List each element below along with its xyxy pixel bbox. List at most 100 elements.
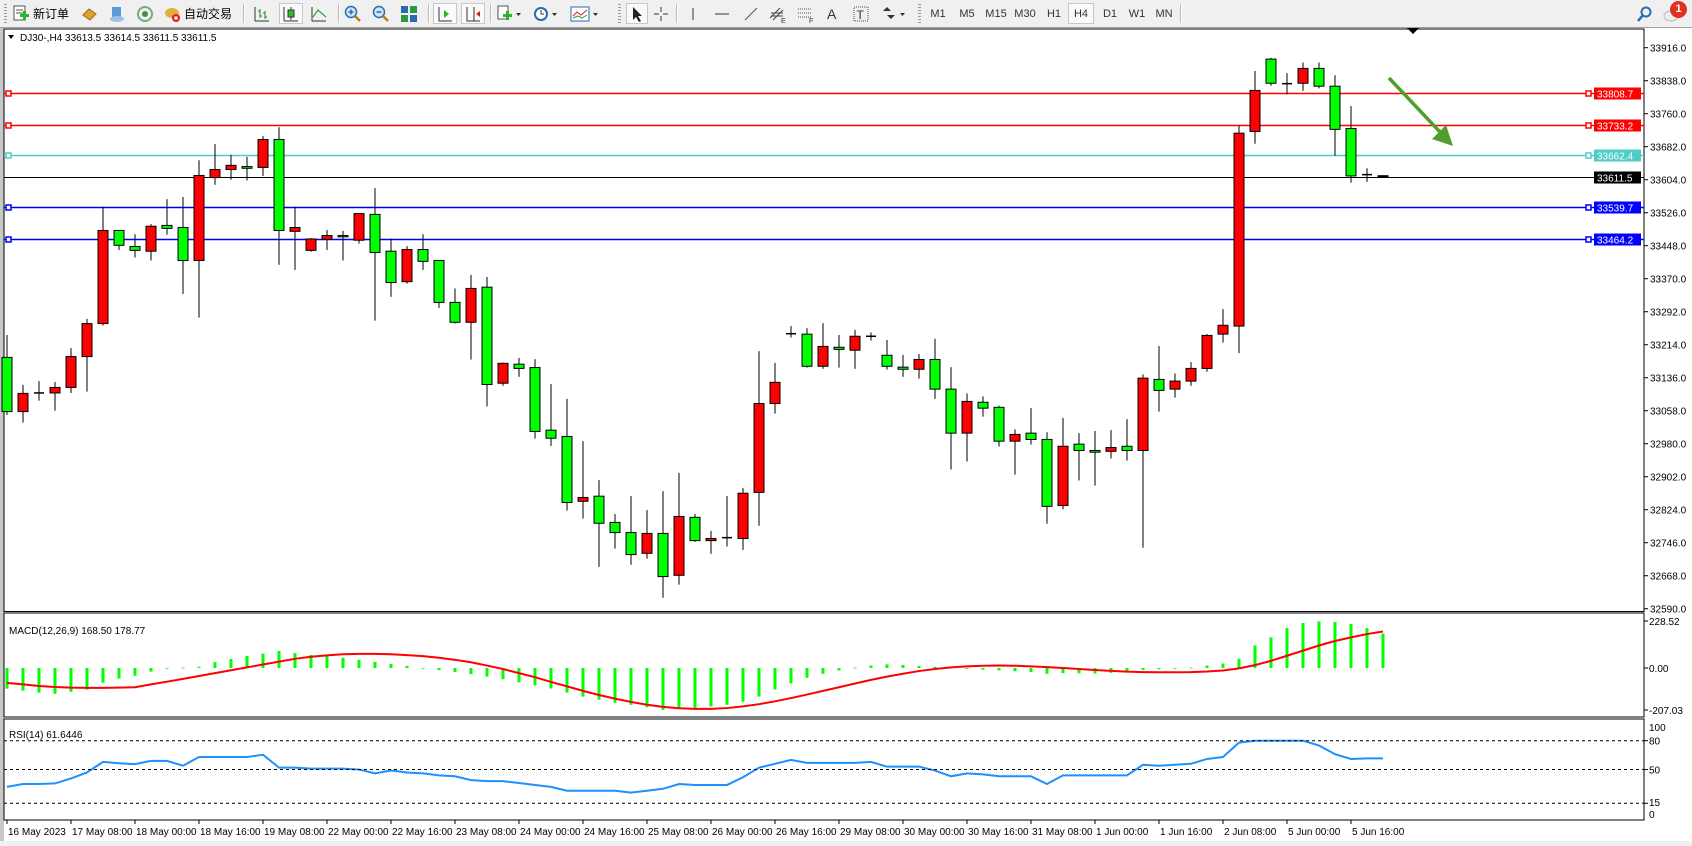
candle[interactable] [1377, 175, 1389, 178]
text-label-button[interactable]: T [852, 3, 870, 24]
candle[interactable] [305, 238, 317, 252]
candle[interactable] [81, 318, 93, 392]
candle[interactable] [625, 496, 637, 565]
candle[interactable] [1313, 62, 1325, 89]
candle[interactable] [65, 348, 77, 393]
auto-trading-button[interactable]: 自动交易 [163, 3, 232, 24]
new-chart-button[interactable] [496, 3, 522, 24]
equidistant-channel-button[interactable]: E [768, 3, 788, 24]
periods-button[interactable] [532, 3, 560, 24]
cursor-button[interactable] [626, 3, 648, 24]
candle[interactable] [1105, 430, 1117, 459]
navigator-button[interactable] [108, 3, 126, 24]
candle[interactable] [401, 246, 413, 284]
candle[interactable] [161, 199, 173, 235]
line-handle-right[interactable] [1585, 122, 1592, 129]
candle[interactable] [177, 197, 189, 294]
candle[interactable] [689, 513, 701, 542]
toolbar-grip[interactable] [918, 4, 921, 23]
candle[interactable] [1153, 345, 1165, 412]
crosshair-button[interactable] [652, 3, 670, 24]
candle[interactable] [529, 359, 541, 439]
candle[interactable] [945, 367, 957, 470]
chart-window[interactable]: 33916.0 33838.0 33760.0 33682.0 33604.0 33526… [0, 28, 1692, 841]
candle[interactable] [465, 274, 477, 360]
line-handle-left[interactable] [5, 122, 12, 129]
candle[interactable] [513, 357, 525, 377]
candle[interactable] [273, 127, 285, 265]
candle[interactable] [97, 206, 109, 326]
line-handle-left[interactable] [5, 204, 12, 211]
candle[interactable] [321, 230, 333, 250]
vertical-line-button[interactable] [687, 3, 699, 24]
candle[interactable] [913, 354, 925, 379]
chart-canvas[interactable]: 33916.0 33838.0 33760.0 33682.0 33604.0 33526… [0, 28, 1692, 841]
candle[interactable] [481, 277, 493, 407]
candle[interactable] [337, 230, 349, 261]
candle[interactable] [593, 480, 605, 567]
candle[interactable] [1362, 168, 1372, 182]
candle[interactable] [897, 354, 909, 377]
candle[interactable] [113, 229, 125, 250]
line-handle-left[interactable] [5, 90, 12, 97]
candle[interactable] [929, 338, 941, 399]
candle[interactable] [769, 362, 781, 414]
candle[interactable] [225, 154, 237, 180]
candle[interactable] [1041, 432, 1053, 524]
new-order-button[interactable]: 新订单 [12, 3, 69, 24]
indicators-button[interactable] [570, 3, 600, 24]
candle[interactable] [417, 234, 429, 270]
trendline-button[interactable] [742, 3, 760, 24]
candle[interactable] [209, 144, 221, 185]
candle[interactable] [545, 384, 557, 446]
timeframe-m15[interactable]: M15 [985, 7, 1007, 20]
candle[interactable] [1265, 57, 1277, 86]
candle[interactable] [1233, 125, 1245, 354]
candle[interactable] [737, 488, 749, 550]
search-button[interactable] [1636, 3, 1654, 24]
candlestick-button[interactable] [279, 3, 303, 24]
candle[interactable] [609, 513, 621, 549]
candle[interactable] [385, 238, 397, 297]
candle[interactable] [977, 396, 989, 417]
signals-button[interactable] [136, 3, 154, 24]
timeframe-h1[interactable]: H1 [1046, 7, 1062, 20]
candle[interactable] [849, 329, 861, 369]
candle[interactable] [786, 326, 796, 338]
zoom-in-button[interactable] [344, 3, 362, 24]
timeframe-m5[interactable]: M5 [959, 7, 975, 20]
candle[interactable] [1217, 309, 1229, 343]
candle[interactable] [1249, 70, 1261, 144]
candle[interactable] [1089, 431, 1101, 486]
candle[interactable] [1329, 75, 1341, 156]
chart-menu-triangle-icon[interactable] [8, 35, 14, 39]
candle[interactable] [129, 234, 141, 258]
candle[interactable] [17, 384, 29, 423]
candle[interactable] [1009, 429, 1021, 475]
candle[interactable] [722, 496, 732, 547]
line-handle-right[interactable] [1585, 236, 1592, 243]
arrow-annotation[interactable] [1387, 76, 1453, 146]
candle[interactable] [1121, 419, 1133, 461]
candle[interactable] [1025, 408, 1037, 445]
candle[interactable] [449, 288, 461, 324]
fibonacci-button[interactable]: F [796, 3, 816, 24]
timeframe-m30[interactable]: M30 [1014, 7, 1036, 20]
candle[interactable] [961, 393, 973, 462]
line-handle-right[interactable] [1585, 204, 1592, 211]
candle[interactable] [369, 188, 381, 321]
candle[interactable] [34, 381, 44, 401]
text-button[interactable]: A [826, 3, 840, 24]
line-handle-right[interactable] [1585, 90, 1592, 97]
candle[interactable] [1, 334, 13, 415]
timeframe-h4[interactable]: H4 [1068, 3, 1094, 24]
chart-shift-button[interactable] [433, 3, 457, 24]
candle[interactable] [817, 323, 829, 369]
candle[interactable] [49, 381, 61, 411]
candle[interactable] [577, 441, 589, 519]
candle[interactable] [673, 472, 685, 585]
chart-shift-marker[interactable] [1407, 28, 1419, 34]
candle[interactable] [257, 136, 269, 176]
candle[interactable] [801, 328, 813, 368]
timeframe-mn[interactable]: MN [1155, 7, 1173, 20]
